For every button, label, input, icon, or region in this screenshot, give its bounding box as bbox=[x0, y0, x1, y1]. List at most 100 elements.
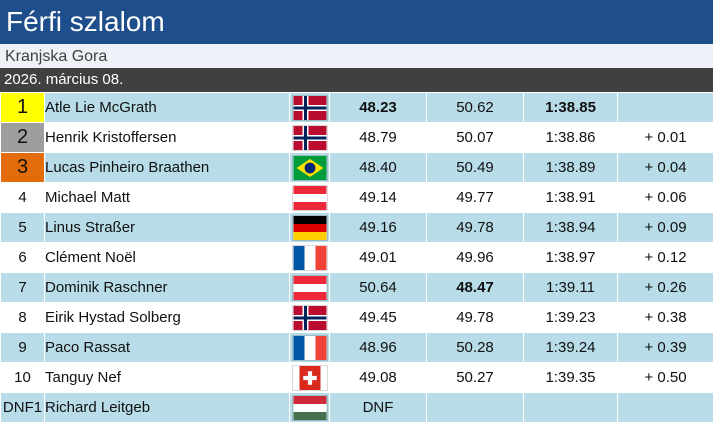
run1-time: 49.16 bbox=[330, 213, 427, 243]
total-time: 1:38.89 bbox=[524, 153, 618, 183]
total-time: 1:38.85 bbox=[524, 93, 618, 123]
run2-time: 50.28 bbox=[427, 333, 524, 363]
time-difference: + 0.12 bbox=[618, 243, 713, 273]
run1-time: 49.08 bbox=[330, 363, 427, 393]
total-time: 1:39.35 bbox=[524, 363, 618, 393]
rank-cell: 4 bbox=[1, 183, 45, 213]
run1-time: 48.79 bbox=[330, 123, 427, 153]
time-difference bbox=[618, 393, 713, 423]
hungary-flag-icon bbox=[293, 396, 327, 420]
norway-flag-icon bbox=[293, 306, 327, 330]
run2-time: 49.78 bbox=[427, 303, 524, 333]
austria-flag-icon bbox=[293, 276, 327, 300]
time-difference: + 0.04 bbox=[618, 153, 713, 183]
athlete-name: Atle Lie McGrath bbox=[45, 93, 290, 123]
race-location: Kranjska Gora bbox=[5, 47, 107, 67]
date-bar: 2026. március 08. bbox=[0, 68, 713, 92]
run2-time bbox=[427, 393, 524, 423]
athlete-name: Linus Straßer bbox=[45, 213, 290, 243]
run1-time: 49.01 bbox=[330, 243, 427, 273]
time-difference: + 0.09 bbox=[618, 213, 713, 243]
nation-cell bbox=[290, 393, 330, 423]
run1-time: 48.40 bbox=[330, 153, 427, 183]
athlete-name: Paco Rassat bbox=[45, 333, 290, 363]
page-title: Férfi szlalom bbox=[6, 4, 165, 40]
rank-cell: 9 bbox=[1, 333, 45, 363]
norway-flag-icon bbox=[293, 126, 327, 150]
athlete-name: Tanguy Nef bbox=[45, 363, 290, 393]
time-difference: + 0.26 bbox=[618, 273, 713, 303]
time-difference: + 0.06 bbox=[618, 183, 713, 213]
germany-flag-icon bbox=[293, 216, 327, 240]
run2-time: 49.78 bbox=[427, 213, 524, 243]
nation-cell bbox=[290, 273, 330, 303]
run2-time: 49.77 bbox=[427, 183, 524, 213]
run1-time: DNF bbox=[330, 393, 427, 423]
nation-cell bbox=[290, 153, 330, 183]
run2-time: 48.47 bbox=[427, 273, 524, 303]
total-time: 1:38.91 bbox=[524, 183, 618, 213]
race-date: 2026. március 08. bbox=[4, 71, 123, 89]
time-difference: + 0.50 bbox=[618, 363, 713, 393]
total-time: 1:38.97 bbox=[524, 243, 618, 273]
run1-time: 49.14 bbox=[330, 183, 427, 213]
athlete-name: Henrik Kristoffersen bbox=[45, 123, 290, 153]
nation-cell bbox=[290, 213, 330, 243]
nation-cell bbox=[290, 123, 330, 153]
austria-flag-icon bbox=[293, 186, 327, 210]
france-flag-icon bbox=[293, 336, 327, 360]
time-difference: + 0.39 bbox=[618, 333, 713, 363]
run2-time: 49.96 bbox=[427, 243, 524, 273]
page-header: Férfi szlalom bbox=[0, 0, 713, 44]
athlete-name: Lucas Pinheiro Braathen bbox=[45, 153, 290, 183]
run1-time: 49.45 bbox=[330, 303, 427, 333]
total-time bbox=[524, 393, 618, 423]
time-difference bbox=[618, 93, 713, 123]
nation-cell bbox=[290, 243, 330, 273]
run2-time: 50.27 bbox=[427, 363, 524, 393]
run1-time: 48.23 bbox=[330, 93, 427, 123]
rank-cell: 1 bbox=[1, 93, 45, 123]
athlete-name: Michael Matt bbox=[45, 183, 290, 213]
rank-cell: 6 bbox=[1, 243, 45, 273]
total-time: 1:38.94 bbox=[524, 213, 618, 243]
run1-time: 48.96 bbox=[330, 333, 427, 363]
nation-cell bbox=[290, 303, 330, 333]
norway-flag-icon bbox=[293, 96, 327, 120]
rank-cell: 3 bbox=[1, 153, 45, 183]
athlete-name: Clément Noël bbox=[45, 243, 290, 273]
total-time: 1:39.11 bbox=[524, 273, 618, 303]
switzerland-flag-icon bbox=[293, 366, 327, 390]
total-time: 1:38.86 bbox=[524, 123, 618, 153]
rank-cell: 7 bbox=[1, 273, 45, 303]
france-flag-icon bbox=[293, 246, 327, 270]
run2-time: 50.49 bbox=[427, 153, 524, 183]
time-difference: + 0.38 bbox=[618, 303, 713, 333]
run2-time: 50.62 bbox=[427, 93, 524, 123]
time-difference: + 0.01 bbox=[618, 123, 713, 153]
athlete-name: Richard Leitgeb bbox=[45, 393, 290, 423]
rank-cell: 8 bbox=[1, 303, 45, 333]
location-bar: Kranjska Gora bbox=[0, 44, 713, 69]
athlete-name: Eirik Hystad Solberg bbox=[45, 303, 290, 333]
total-time: 1:39.24 bbox=[524, 333, 618, 363]
nation-cell bbox=[290, 333, 330, 363]
nation-cell bbox=[290, 363, 330, 393]
brazil-flag-icon bbox=[293, 156, 327, 180]
rank-cell: 10 bbox=[1, 363, 45, 393]
nation-cell bbox=[290, 93, 330, 123]
rank-cell: DNF1 bbox=[1, 393, 45, 423]
rank-cell: 2 bbox=[1, 123, 45, 153]
run2-time: 50.07 bbox=[427, 123, 524, 153]
athlete-name: Dominik Raschner bbox=[45, 273, 290, 303]
